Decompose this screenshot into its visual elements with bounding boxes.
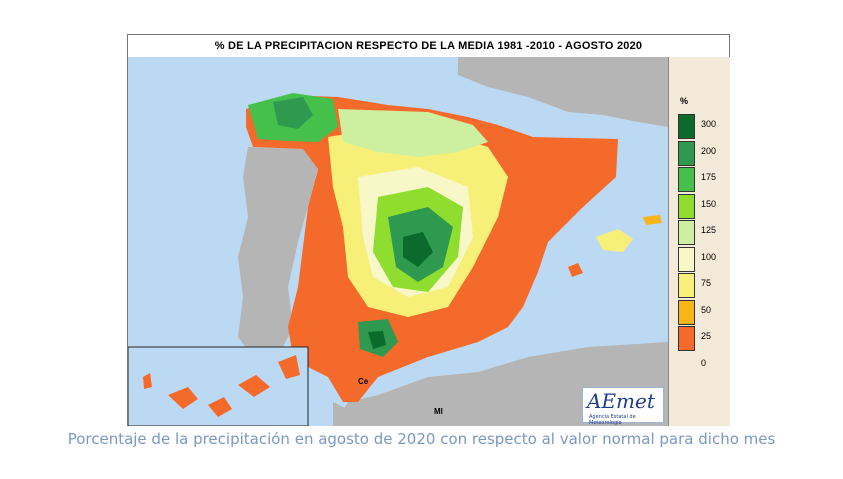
zone-darkgreen-galicia [273,97,313,129]
legend-label-50: 50 [701,304,712,315]
legend-label-200: 200 [701,145,717,156]
legend-swatch-200 [678,140,695,166]
portugal-land [238,147,318,357]
legend-label-75: 75 [701,278,712,288]
legend-swatch-300 [678,114,695,139]
balearic-ibiza [568,263,583,277]
zone-lightgreen-north [338,109,488,157]
legend-swatch-175 [678,167,695,192]
legend-label-175: 175 [701,172,717,182]
legend-swatch-125 [678,220,695,245]
ceuta-label: Ce [358,377,369,386]
zone-darkgreen-center [403,232,433,267]
legend-swatch-25 [678,326,695,351]
legend-swatch-150 [678,193,695,219]
legend-label-0: 0 [701,357,707,368]
balearic-menorca [643,215,662,225]
gibraltar-strait-coast [333,402,368,426]
aemet-logo: AEmet Agencia Estatal de Meteorología [582,387,664,426]
legend-swatch-50 [678,299,695,325]
legend-unit: % [680,96,689,106]
balearic-mallorca [596,229,633,252]
figure-caption: Porcentaje de la precipitación en agosto… [67,430,776,448]
aemet-logo-subtitle: Agencia Estatal de Meteorología [589,414,636,426]
legend-label-125: 125 [701,225,717,235]
legend-swatch-100 [678,246,695,272]
map-title: % DE LA PRECIPITACION RESPECTO DE LA MED… [128,35,729,58]
legend-label-100: 100 [701,251,717,262]
legend-label-300: 300 [701,119,717,129]
legend-swatch-75 [678,273,695,298]
legend-panel: % 300 200 175 150 125 100 75 50 25 0 [668,57,730,426]
france-land [458,57,668,127]
zone-darkgreen-south [368,331,386,349]
aemet-logo-text: AEmet [587,389,655,413]
canary-islands [143,355,300,417]
precipitation-map-figure: % DE LA PRECIPITACION RESPECTO DE LA MED… [127,34,730,426]
map-svg [128,57,668,426]
legend-label-25: 25 [701,331,712,341]
melilla-label: Ml [434,407,443,416]
legend-label-150: 150 [701,198,717,209]
zone-orange-ne [513,139,608,207]
map-area: Ce Ml AEmet Agencia Estatal de Meteorolo… [128,57,668,426]
